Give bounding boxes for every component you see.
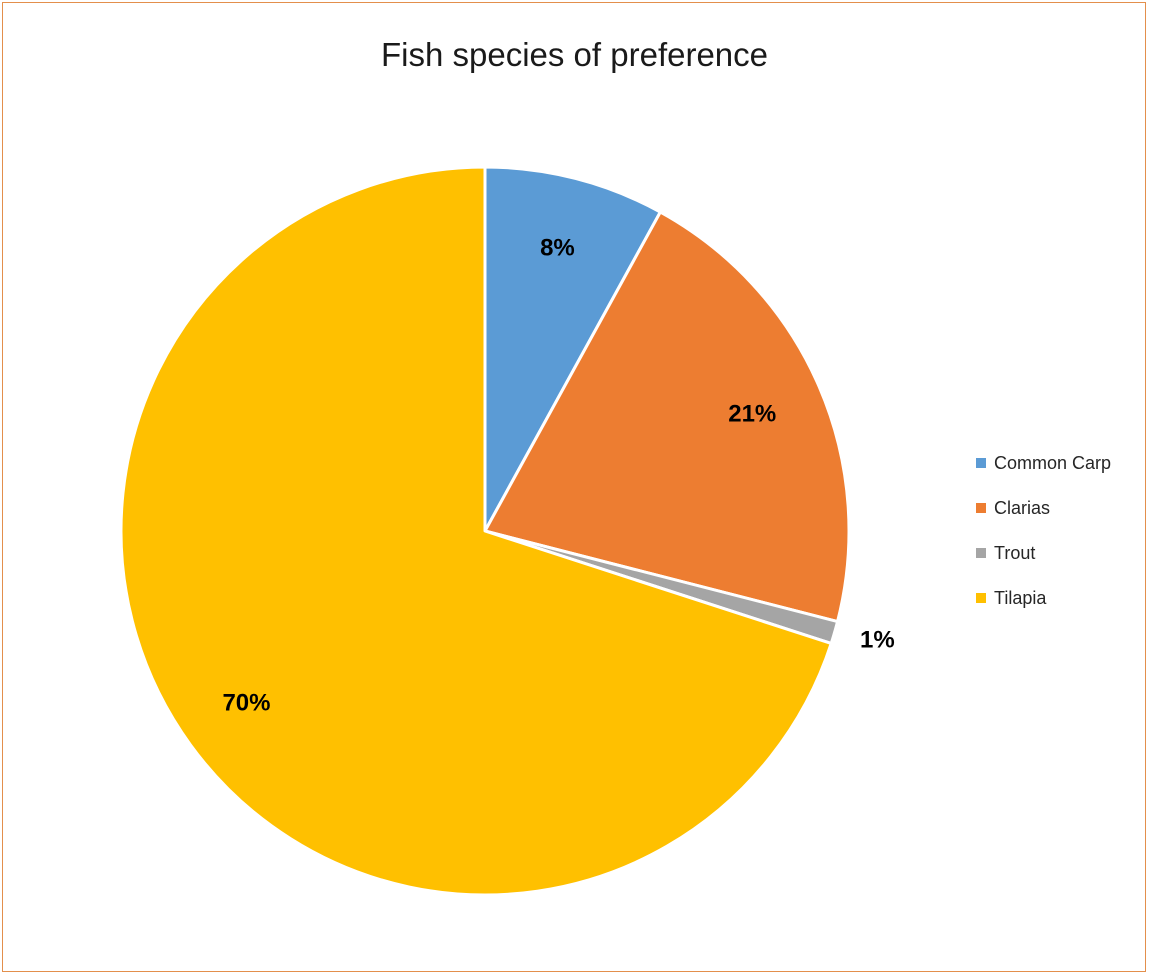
legend-swatch — [976, 593, 986, 603]
data-label-common-carp: 8% — [540, 234, 575, 261]
legend-item-tilapia: Tilapia — [976, 587, 1111, 609]
legend-item-common-carp: Common Carp — [976, 452, 1111, 474]
data-label-trout: 1% — [860, 626, 895, 653]
legend-label: Clarias — [994, 497, 1051, 518]
pie-slice-common-carp — [483, 165, 662, 533]
legend-swatch — [976, 458, 986, 468]
legend-item-clarias: Clarias — [976, 497, 1111, 519]
pie-slice-tilapia — [119, 165, 833, 897]
legend-swatch — [976, 503, 986, 513]
legend-item-trout: Trout — [976, 542, 1111, 564]
legend-label: Tilapia — [994, 587, 1047, 608]
legend-label: Common Carp — [994, 452, 1112, 473]
data-label-tilapia: 70% — [222, 690, 270, 717]
legend-label: Trout — [994, 542, 1036, 563]
legend-swatch — [976, 548, 986, 558]
data-label-clarias: 21% — [728, 401, 776, 428]
chart-title: Fish species of preference — [380, 36, 769, 73]
legend: Common Carp Clarias Trout Tilapia — [976, 452, 1111, 632]
pie-slice-clarias — [483, 210, 851, 624]
